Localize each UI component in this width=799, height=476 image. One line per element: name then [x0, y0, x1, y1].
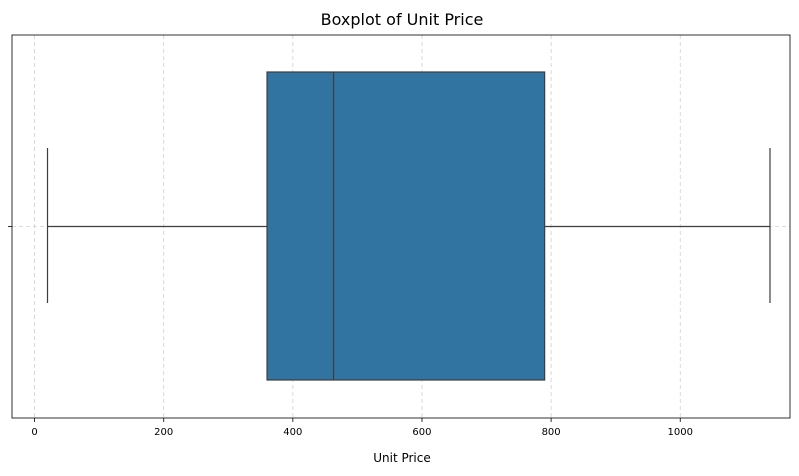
x-tick-label: 600 [412, 427, 431, 438]
iqr-box [266, 71, 546, 381]
x-tick-label: 1000 [668, 427, 693, 438]
x-axis-label: Unit Price [373, 451, 431, 465]
x-tick-label: 0 [31, 427, 37, 438]
chart-title: Boxplot of Unit Price [321, 10, 484, 29]
x-tick-label: 200 [154, 427, 173, 438]
x-tick-label: 800 [542, 427, 561, 438]
x-tick-label: 400 [283, 427, 302, 438]
box-layer [46, 71, 771, 381]
x-axis-ticks: 0 200 400 600 800 1000 [31, 418, 693, 438]
